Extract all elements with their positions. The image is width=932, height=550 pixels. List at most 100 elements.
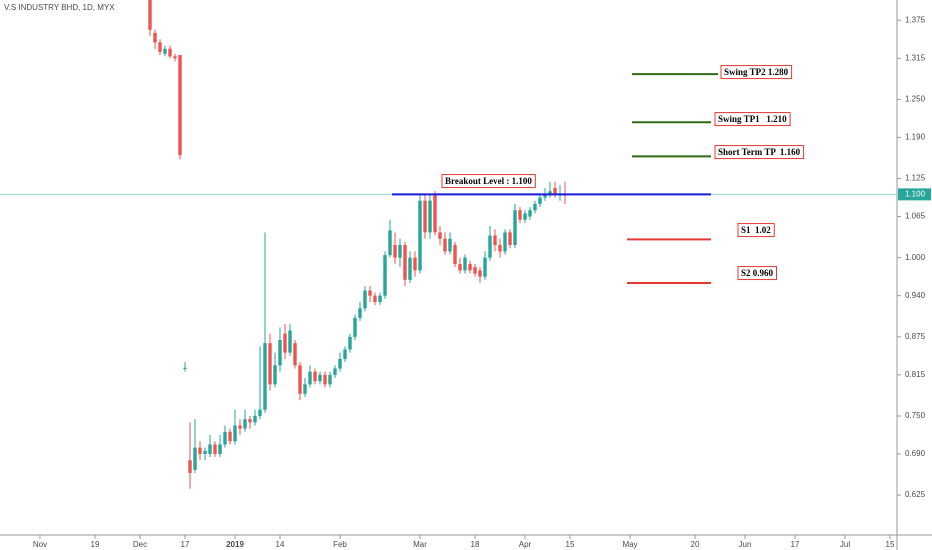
candle-body — [323, 374, 327, 385]
level-label: Short Term TP 1.160 — [718, 147, 801, 157]
y-tick-label: 1.250 — [905, 95, 926, 104]
y-tick-label: 0.875 — [905, 332, 926, 341]
candle-body — [358, 308, 362, 318]
candle-body — [188, 460, 192, 473]
x-tick-label: May — [622, 540, 637, 549]
level-label: S1 1.02 — [741, 225, 771, 235]
candle-body — [523, 213, 527, 220]
candle-body — [403, 245, 407, 280]
candle-body — [513, 210, 517, 246]
candle-body — [258, 409, 262, 416]
x-tick-label: 20 — [691, 540, 700, 549]
chart-title: V.S INDUSTRY BHD, 1D, MYX — [4, 3, 115, 12]
x-tick-label: 17 — [791, 540, 800, 549]
candle-body — [338, 358, 342, 369]
candle-body — [518, 210, 522, 220]
x-tick-label: Jun — [739, 540, 752, 549]
candle-body — [158, 42, 162, 52]
level-label-box — [714, 145, 805, 160]
x-tick-label: 18 — [471, 540, 480, 549]
candle-body — [553, 188, 557, 195]
y-tick-label: 1.125 — [905, 174, 926, 183]
candle-body — [538, 197, 542, 204]
candle-body — [223, 431, 227, 445]
candle-body — [328, 374, 332, 385]
candle-body — [533, 203, 537, 211]
candle-body — [418, 200, 422, 271]
x-tick-label: 19 — [91, 540, 100, 549]
candle-body — [373, 295, 377, 303]
candle-body — [343, 349, 347, 359]
y-tick-label: 0.750 — [905, 411, 926, 420]
candle-body — [543, 194, 547, 198]
candle-body — [363, 290, 367, 309]
candle-body — [473, 267, 477, 274]
candle-body — [448, 238, 452, 252]
x-tick-label: Feb — [333, 540, 347, 549]
candle-body — [153, 32, 157, 43]
candle-body — [238, 425, 242, 429]
candle-body — [463, 257, 467, 271]
y-tick-label: 1.065 — [905, 212, 926, 221]
candle-body — [278, 339, 282, 366]
candle-body — [333, 368, 337, 375]
plot-area — [0, 0, 897, 489]
candle-body — [298, 365, 302, 394]
candle-body — [148, 0, 152, 30]
candle-body — [183, 367, 187, 369]
level-label-box — [441, 174, 536, 189]
candle-body — [308, 371, 312, 385]
x-tick-label: 15 — [566, 540, 575, 549]
candle-body — [428, 200, 432, 233]
last-price-badge — [898, 188, 931, 201]
last-price-label: 1.100 — [905, 189, 926, 198]
candle-body — [493, 235, 497, 246]
candle-body — [218, 444, 222, 454]
x-tick-label: Jul — [840, 540, 850, 549]
candle-body — [548, 191, 552, 195]
candle-body — [398, 245, 402, 258]
level-label: S2 0.960 — [741, 268, 774, 278]
level-label: Swing TP1 1.210 — [718, 114, 787, 124]
candle-body — [383, 255, 387, 296]
candle-body — [408, 257, 412, 280]
level-label: Swing TP2 1.280 — [724, 67, 789, 77]
candle-body — [178, 55, 182, 156]
candle-body — [438, 232, 442, 239]
candle-body — [313, 371, 317, 382]
candle-body — [318, 374, 322, 382]
candle-body — [268, 343, 272, 385]
candle-body — [413, 257, 417, 271]
y-tick-label: 1.315 — [905, 53, 926, 62]
candle-body — [393, 245, 397, 258]
candle-body — [208, 444, 212, 454]
level-label-box — [737, 266, 778, 281]
candle-body — [528, 210, 532, 217]
candle-body — [288, 330, 292, 353]
y-tick-label: 0.815 — [905, 370, 926, 379]
x-tick-label: Nov — [33, 540, 47, 549]
y-tick-label: 0.625 — [905, 490, 926, 499]
y-tick-label: 1.375 — [905, 15, 926, 24]
candle-body — [458, 264, 462, 271]
candle-body — [283, 333, 287, 353]
x-tick-label: 15 — [886, 540, 895, 549]
level-label-box — [714, 112, 791, 127]
candle-body — [433, 194, 437, 233]
candle-body — [503, 232, 507, 252]
x-tick-label: Apr — [519, 540, 532, 549]
candle-body — [478, 270, 482, 277]
candle-body — [443, 238, 447, 252]
candle-body — [303, 384, 307, 394]
x-tick-label: Mar — [413, 540, 427, 549]
x-tick-label: 14 — [276, 540, 285, 549]
level-label-box — [720, 65, 793, 80]
level-label: Breakout Level : 1.100 — [445, 176, 532, 186]
x-tick-label: 17 — [181, 540, 190, 549]
candle-body — [388, 230, 392, 256]
candle-body — [508, 232, 512, 246]
candle-body — [233, 425, 237, 442]
candle-body — [378, 295, 382, 303]
